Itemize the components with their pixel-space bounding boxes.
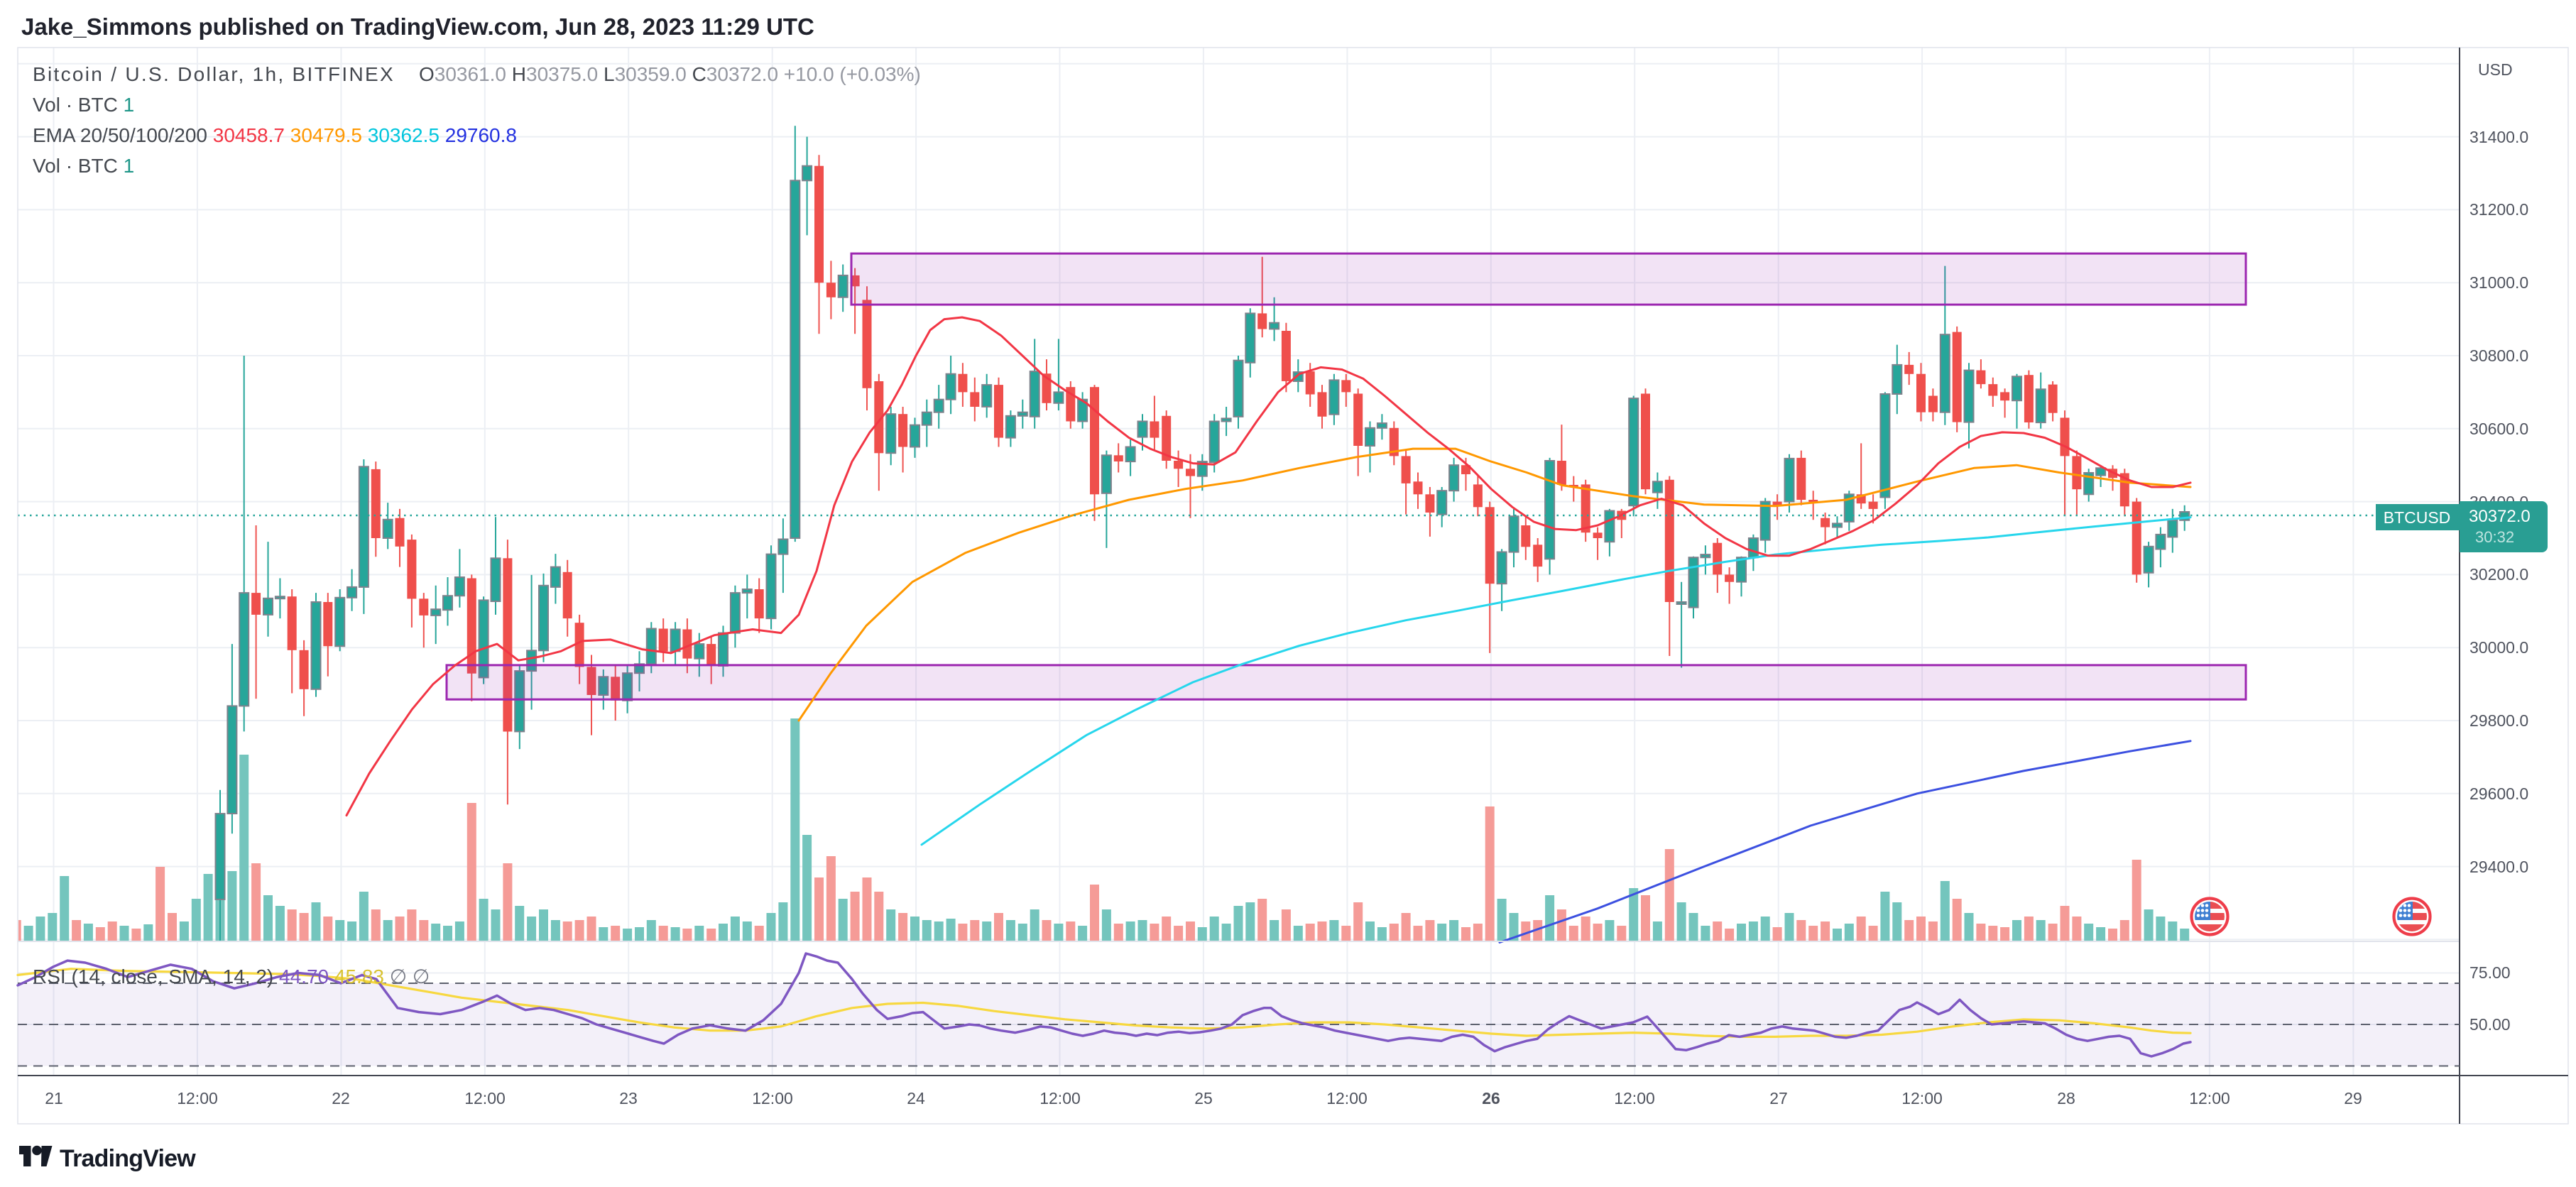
svg-text:75.00: 75.00 <box>2469 963 2511 982</box>
svg-text:29400.0: 29400.0 <box>2469 858 2528 876</box>
svg-text:29: 29 <box>2344 1089 2362 1107</box>
svg-text:12:00: 12:00 <box>752 1089 793 1107</box>
svg-text:12:00: 12:00 <box>2189 1089 2230 1107</box>
svg-text:23: 23 <box>619 1089 638 1107</box>
svg-text:RSI (14, close, SMA, 14, 2) 4: RSI (14, close, SMA, 14, 2) 44.70 45.83 … <box>33 966 430 988</box>
svg-text:12:00: 12:00 <box>464 1089 506 1107</box>
svg-text:BTCUSD: BTCUSD <box>2384 508 2451 527</box>
svg-text:Vol · BTC 1: Vol · BTC 1 <box>33 155 134 177</box>
svg-text:26: 26 <box>1482 1089 1500 1107</box>
svg-text:12:00: 12:00 <box>1614 1089 1655 1107</box>
svg-text:25: 25 <box>1194 1089 1213 1107</box>
svg-text:12:00: 12:00 <box>1901 1089 1943 1107</box>
svg-text:50.00: 50.00 <box>2469 1015 2511 1034</box>
svg-text:TradingView: TradingView <box>60 1145 196 1172</box>
svg-text:12:00: 12:00 <box>1039 1089 1081 1107</box>
svg-text:22: 22 <box>332 1089 350 1107</box>
svg-text:O30361.0 H30375.0 L30359.0: O30361.0 H30375.0 L30359.0 C30372.0 +10.… <box>419 63 921 85</box>
svg-text:30372.0: 30372.0 <box>2469 507 2531 526</box>
svg-text:29600.0: 29600.0 <box>2469 784 2528 803</box>
svg-text:USD: USD <box>2478 60 2513 79</box>
svg-text:31400.0: 31400.0 <box>2469 128 2528 146</box>
svg-text:12:00: 12:00 <box>177 1089 218 1107</box>
svg-text:24: 24 <box>907 1089 925 1107</box>
svg-text:29800.0: 29800.0 <box>2469 711 2528 730</box>
svg-text:30200.0: 30200.0 <box>2469 565 2528 584</box>
svg-text:21: 21 <box>45 1089 63 1107</box>
svg-text:30600.0: 30600.0 <box>2469 420 2528 438</box>
svg-text:Vol · BTC 1: Vol · BTC 1 <box>33 94 134 116</box>
svg-text:Bitcoin / U.S. Dollar, 1h, BIT: Bitcoin / U.S. Dollar, 1h, BITFINEX <box>33 63 395 85</box>
svg-text:30:32: 30:32 <box>2475 528 2514 546</box>
svg-text:27: 27 <box>1769 1089 1788 1107</box>
svg-text:31000.0: 31000.0 <box>2469 273 2528 292</box>
svg-text:12:00: 12:00 <box>1326 1089 1368 1107</box>
svg-text:30800.0: 30800.0 <box>2469 346 2528 365</box>
svg-text:28: 28 <box>2057 1089 2075 1107</box>
svg-text:EMA 20/50/100/200 30458.7 30: EMA 20/50/100/200 30458.7 30479.5 30362.… <box>33 124 517 146</box>
svg-text:Jake_Simmons published on Trad: Jake_Simmons published on TradingView.co… <box>21 13 814 40</box>
svg-text:31200.0: 31200.0 <box>2469 200 2528 219</box>
svg-text:30000.0: 30000.0 <box>2469 638 2528 657</box>
